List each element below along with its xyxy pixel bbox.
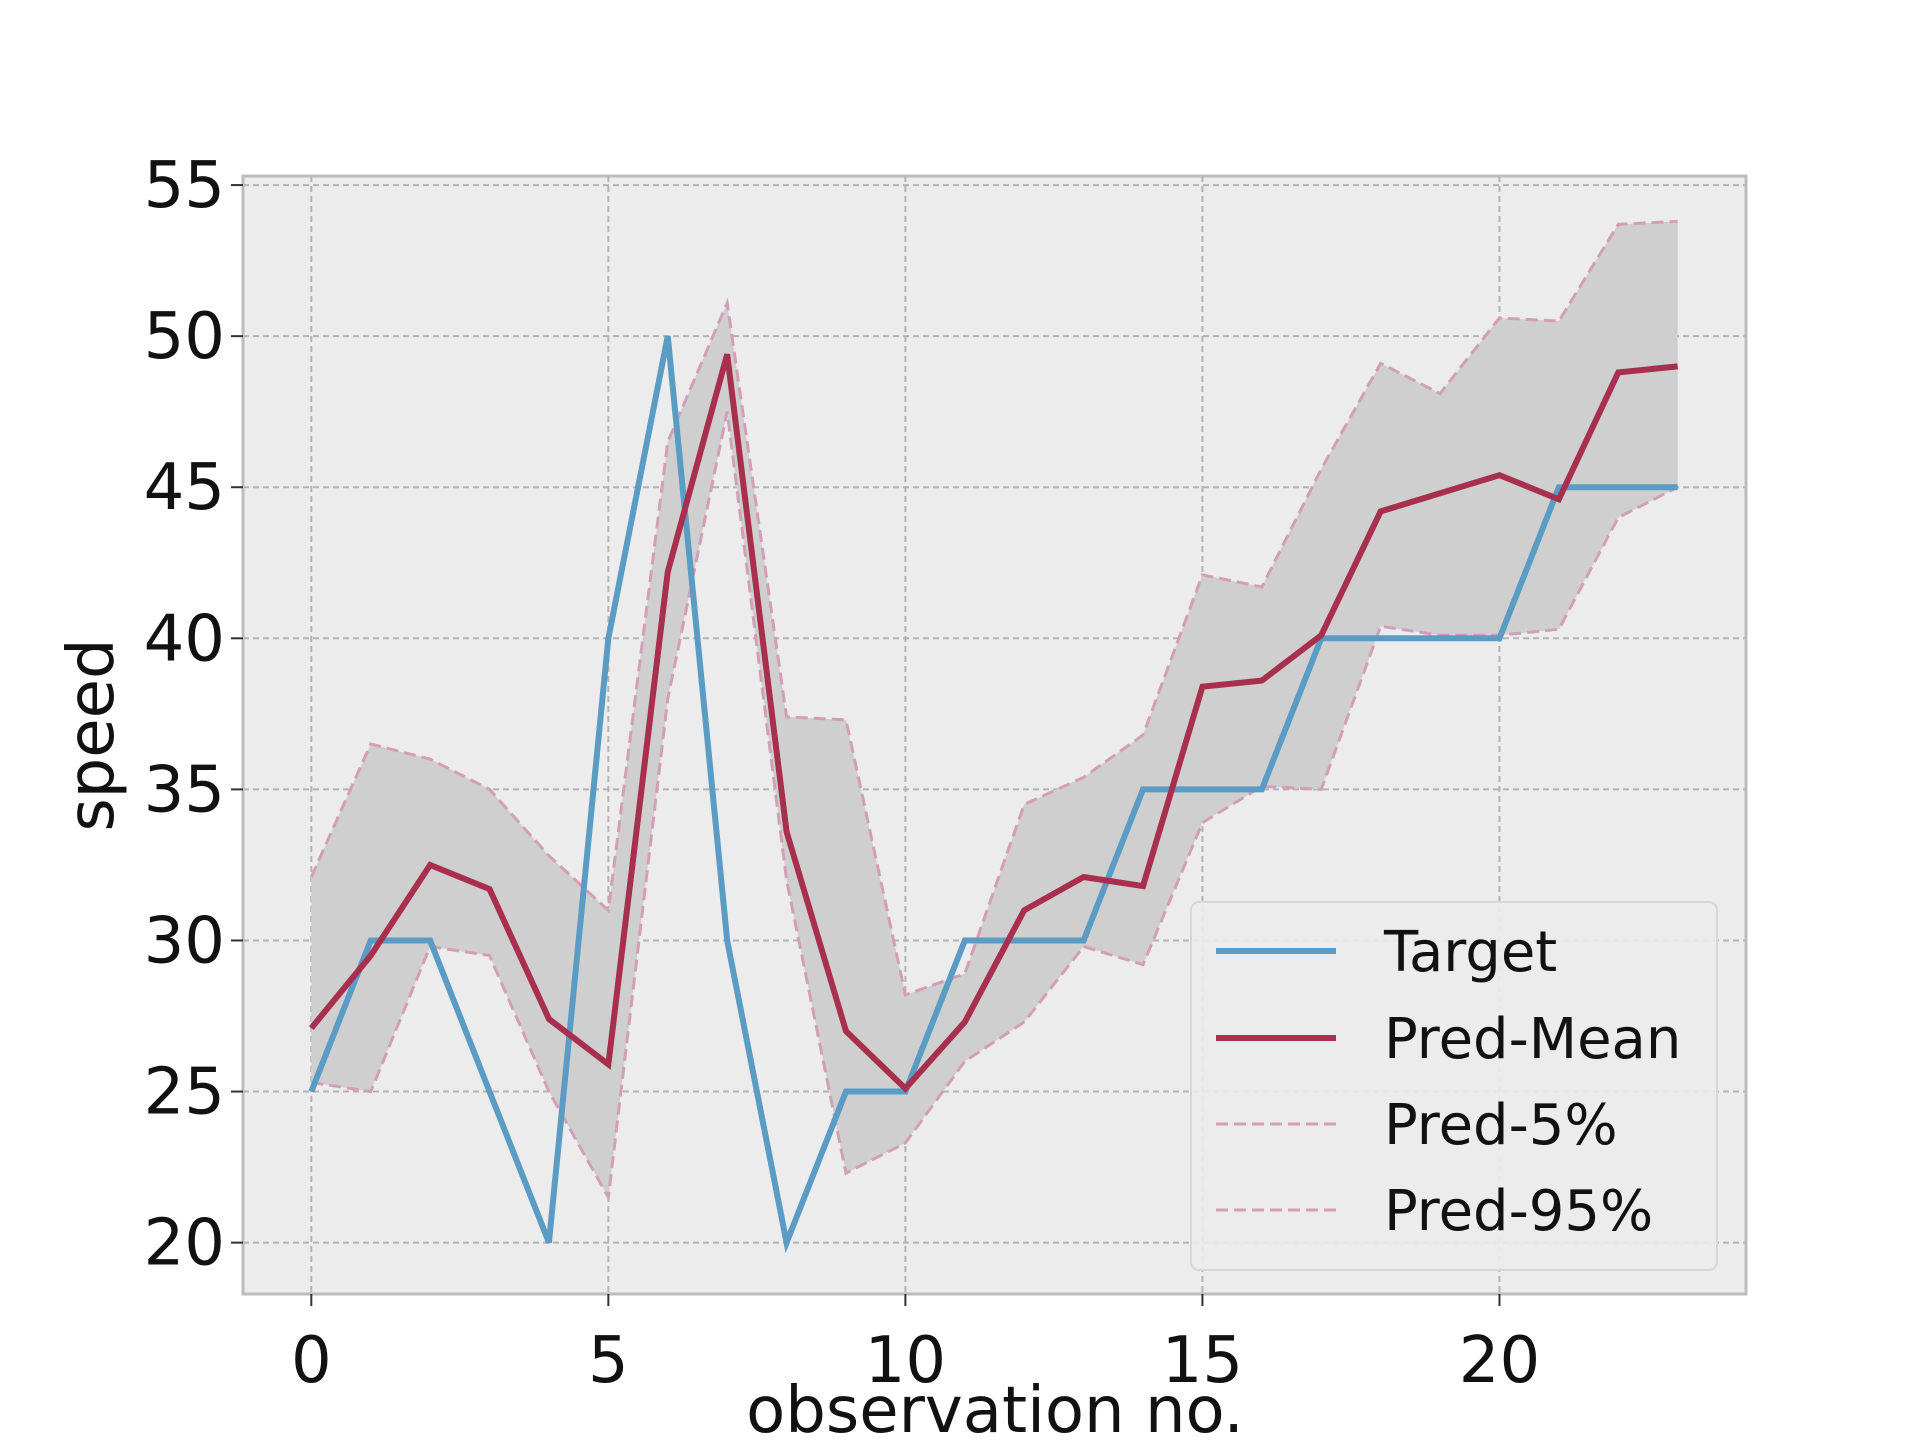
y-tick-label: 30 [144, 904, 225, 978]
y-tick-label: 35 [144, 753, 225, 827]
legend-label: Pred-5% [1384, 1093, 1618, 1158]
legend-label: Target [1383, 920, 1557, 985]
x-axis: 0 5 10 15 20 [291, 1294, 1540, 1398]
legend-label: Pred-Mean [1384, 1007, 1681, 1072]
plot-frame [241, 174, 1748, 1296]
y-tick-label: 25 [144, 1056, 225, 1130]
x-tick-label: 0 [291, 1324, 332, 1398]
legend: Target Pred-Mean Pred-5% Pred-95% [1190, 901, 1718, 1271]
y-tick-label: 20 [144, 1207, 225, 1281]
y-axis-label: speed [55, 638, 129, 831]
series-line-pred-5 [311, 411, 1679, 1203]
legend-box [1190, 901, 1718, 1271]
x-axis-label: observation no. [746, 1374, 1244, 1440]
y-tick-label: 45 [144, 451, 225, 525]
y-tick-label: 50 [144, 300, 225, 374]
x-tick-label: 5 [588, 1324, 629, 1398]
series-layer [308, 219, 1679, 1254]
prediction-interval-band [311, 221, 1678, 1198]
series-line-target [308, 335, 1678, 1254]
series-line-pred-mean [308, 353, 1678, 1093]
x-tick-label: 15 [1162, 1324, 1243, 1398]
x-tick-label: 20 [1459, 1324, 1540, 1398]
y-axis: 20 25 30 35 40 45 50 55 [144, 149, 243, 1281]
x-tick-label: 10 [865, 1324, 946, 1398]
y-tick-label: 55 [144, 149, 225, 223]
y-tick-label: 40 [144, 602, 225, 676]
legend-label: Pred-95% [1384, 1179, 1653, 1244]
series-line-pred-95 [309, 219, 1678, 997]
